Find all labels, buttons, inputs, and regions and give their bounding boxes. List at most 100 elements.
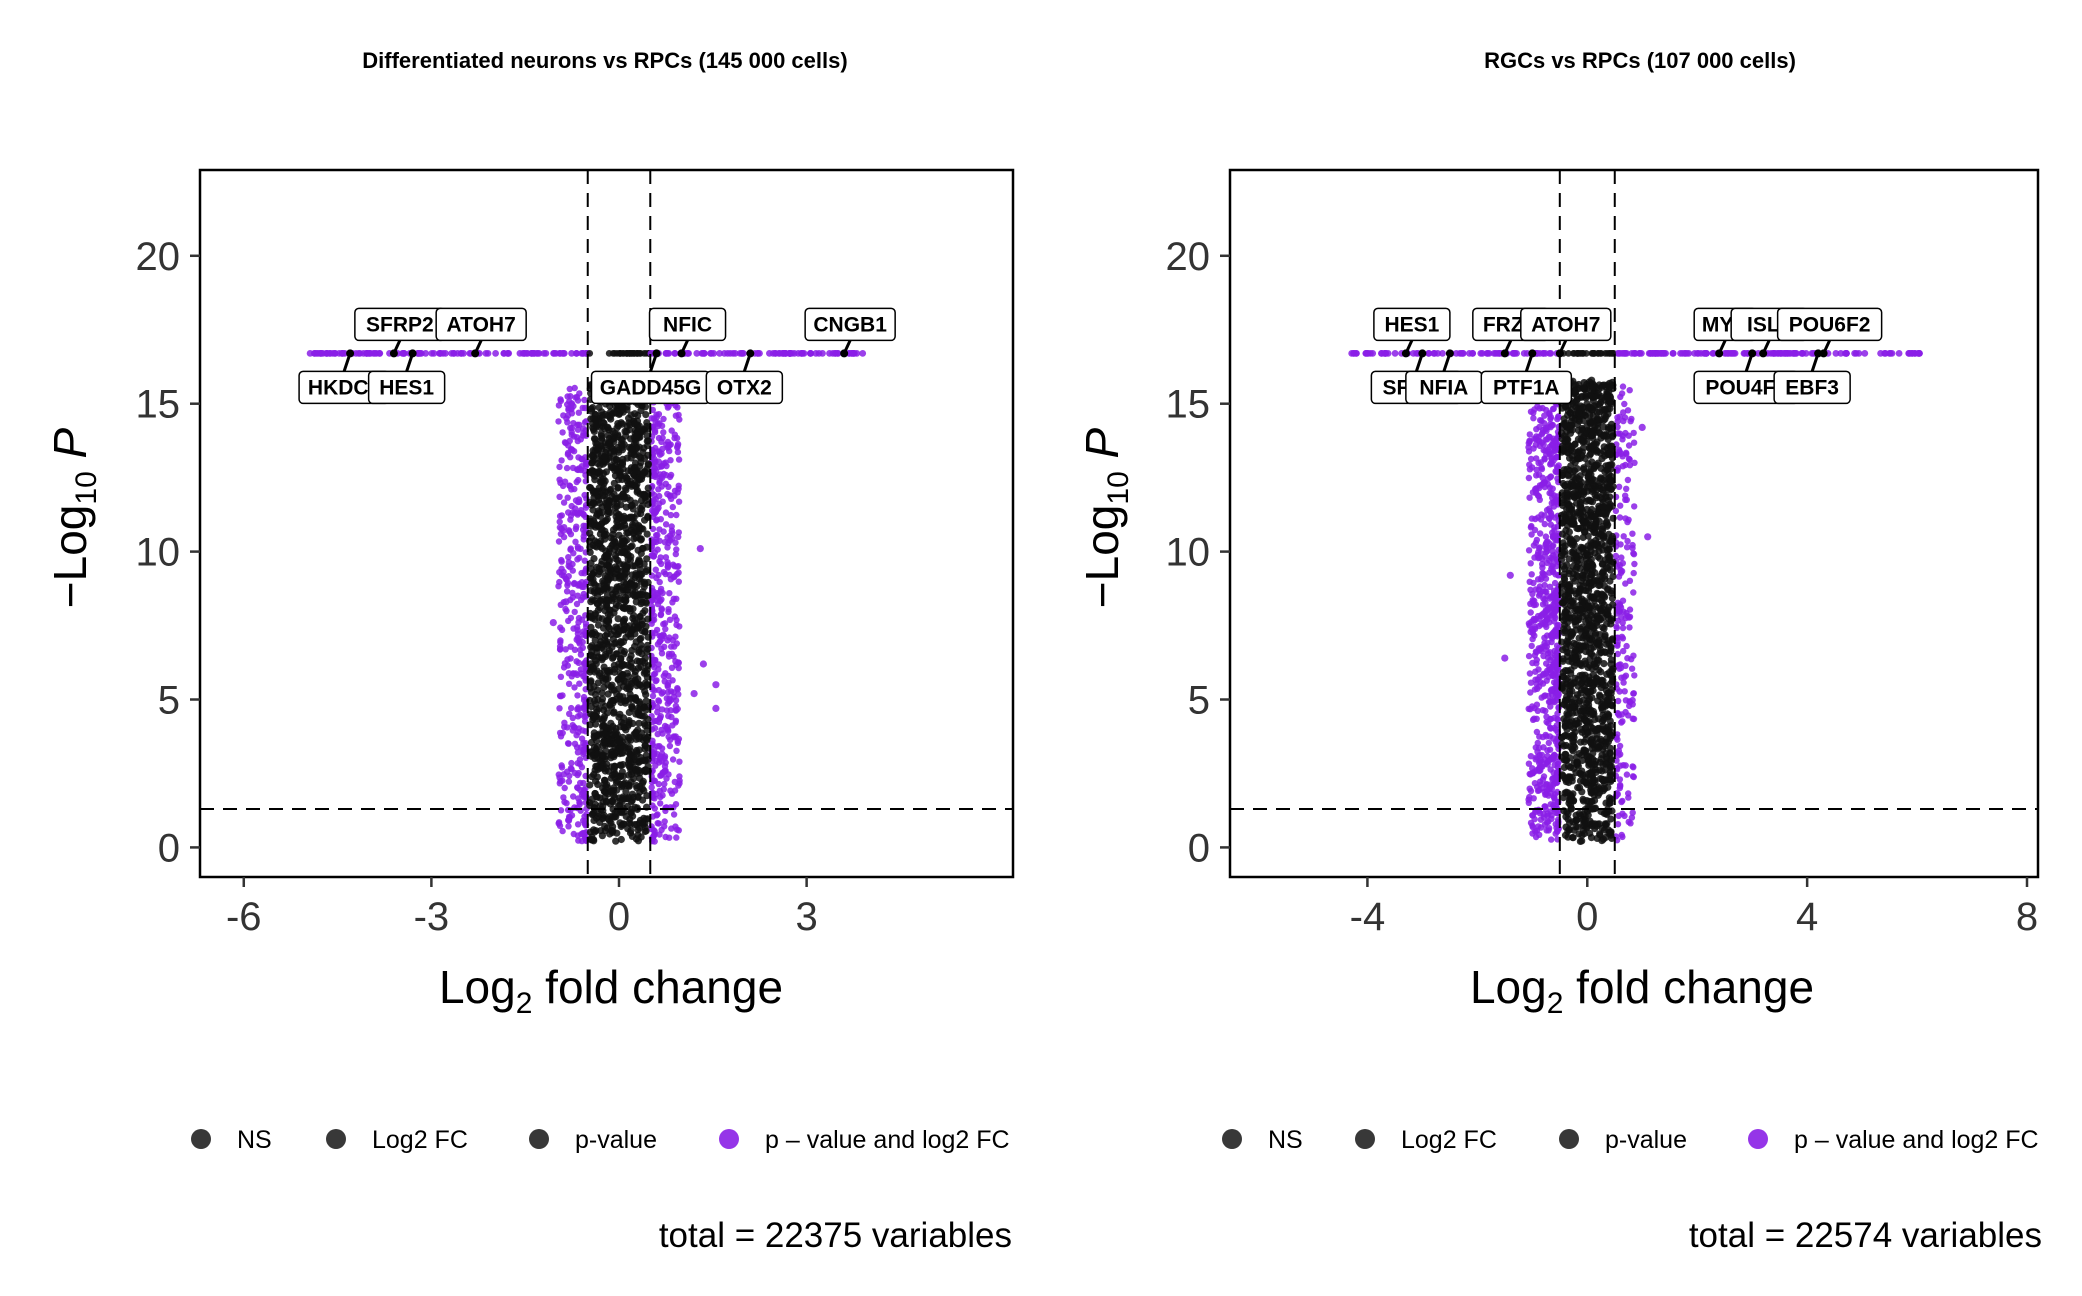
data-point: [592, 417, 600, 425]
data-point: [658, 758, 666, 765]
data-point: [1616, 781, 1624, 789]
data-point: [1578, 392, 1586, 400]
data-point: [528, 350, 535, 357]
data-point: [635, 590, 644, 599]
data-point: [1533, 656, 1541, 664]
data-point: [606, 413, 614, 421]
data-point: [666, 834, 673, 841]
data-point: [576, 554, 583, 562]
data-point: [1525, 444, 1532, 451]
data-point: [569, 589, 576, 597]
data-point: [567, 454, 574, 461]
data-point: [574, 498, 582, 506]
data-point: [657, 473, 664, 481]
data-point: [662, 554, 670, 561]
data-point: [594, 621, 603, 629]
data-point: [673, 511, 680, 519]
data-point: [561, 784, 568, 792]
y-tick-label: 20: [136, 235, 181, 279]
data-point: [568, 405, 575, 413]
data-point: [1590, 596, 1598, 604]
data-point: [674, 685, 681, 692]
data-point: [606, 508, 614, 516]
data-point: [638, 779, 647, 787]
data-point: [1561, 731, 1570, 740]
data-point: [578, 764, 586, 771]
data-point: [641, 659, 649, 667]
data-point: [651, 828, 658, 835]
data-point: [612, 601, 620, 609]
data-point: [1584, 460, 1592, 468]
data-point: [619, 820, 628, 828]
data-point: [1620, 417, 1627, 425]
total-caption: total = 22375 variables: [659, 1216, 1012, 1255]
data-point: [675, 578, 682, 585]
data-point: [662, 350, 670, 357]
data-point: [1543, 819, 1551, 826]
data-point: [591, 542, 599, 550]
data-point: [636, 613, 644, 621]
data-point: [658, 706, 666, 713]
data-point: [1618, 831, 1625, 839]
data-point: [567, 643, 574, 650]
data-point: [1527, 524, 1535, 531]
data-point: [610, 409, 618, 417]
data-point: [598, 615, 606, 623]
data-point: [598, 442, 606, 450]
data-point: [1618, 711, 1626, 718]
y-tick-label: 5: [158, 679, 180, 723]
data-point: [1541, 553, 1549, 560]
data-point: [567, 614, 575, 622]
data-point: [1563, 648, 1571, 656]
data-point: [1527, 455, 1535, 463]
data-point: [616, 723, 625, 731]
data-point: [649, 513, 657, 520]
data-point: [1590, 788, 1599, 796]
data-point: [442, 350, 449, 357]
data-point: [571, 384, 578, 392]
data-point: [1545, 720, 1552, 727]
data-point: [675, 485, 682, 492]
data-point: [590, 804, 598, 812]
data-point: [492, 350, 499, 357]
data-point: [1618, 554, 1625, 561]
panel-title: Differentiated neurons vs RPCs (145 000 …: [362, 48, 847, 73]
data-point: [1629, 530, 1636, 537]
data-point: [559, 429, 566, 436]
data-point: [607, 788, 615, 796]
data-point: [1529, 599, 1536, 606]
data-point: [1553, 689, 1561, 697]
data-point: [612, 565, 621, 573]
data-point: [1582, 546, 1590, 554]
data-point: [657, 800, 664, 807]
data-point: [1599, 560, 1607, 568]
data-point: [642, 767, 650, 775]
data-point: [1593, 678, 1601, 686]
data-point: [635, 735, 643, 743]
label-anchor: [346, 349, 355, 358]
data-point: [668, 523, 675, 530]
data-point: [601, 787, 609, 796]
data-point: [643, 736, 651, 744]
data-point: [654, 730, 661, 738]
data-point: [636, 681, 644, 689]
data-point: [565, 559, 573, 566]
data-point: [1625, 794, 1632, 801]
data-point: [1615, 697, 1622, 705]
data-point: [1621, 674, 1628, 681]
data-point: [672, 801, 680, 808]
data-point: [631, 821, 639, 829]
data-point: [587, 748, 595, 756]
data-point: [615, 510, 623, 519]
data-point: [615, 660, 623, 668]
data-point: [1619, 383, 1627, 390]
legend-marker: [529, 1129, 549, 1149]
data-point: [634, 793, 642, 802]
data-point: [1631, 672, 1638, 679]
data-point: [1623, 485, 1630, 492]
label-anchor: [746, 349, 755, 358]
data-point: [664, 490, 671, 498]
data-point: [593, 600, 602, 608]
legend: NS Log2 FC p-value p – value and log2 FC: [191, 1126, 1010, 1154]
